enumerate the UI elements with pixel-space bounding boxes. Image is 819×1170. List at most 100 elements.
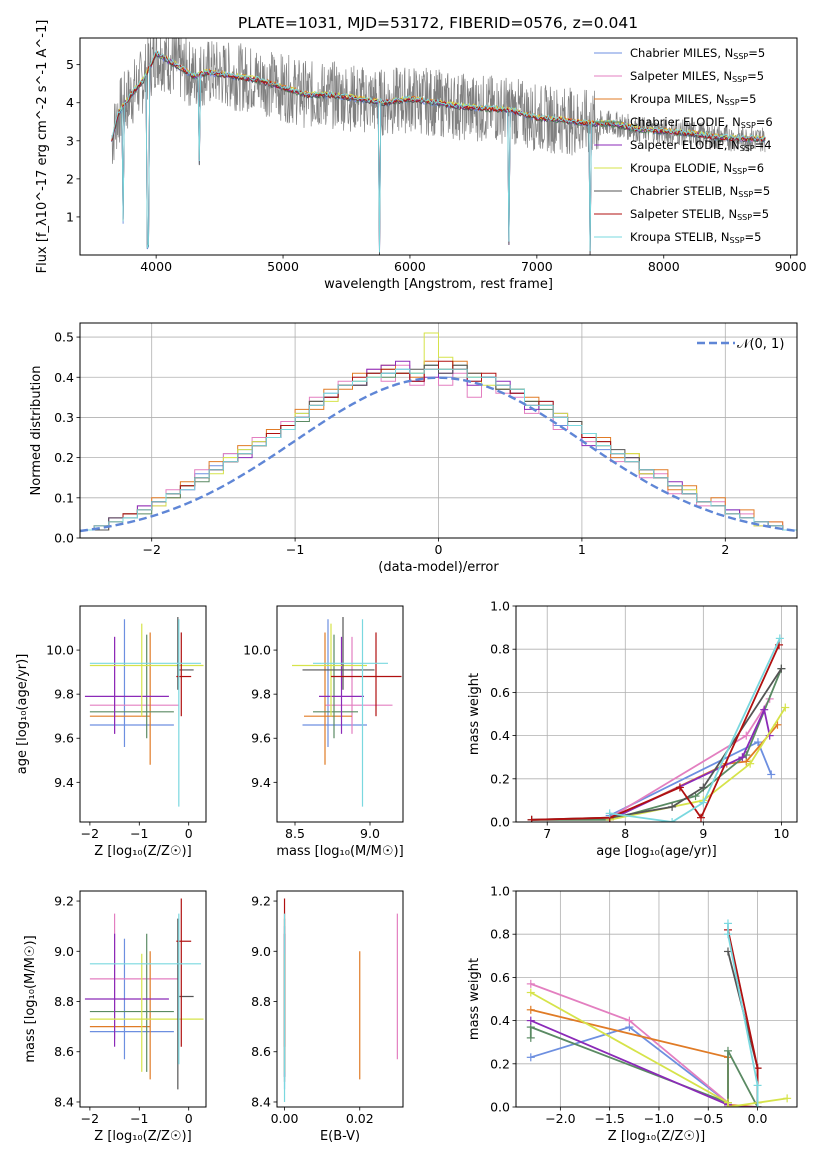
plot-area <box>516 891 797 1107</box>
y-axis-label: mass weight <box>467 958 482 1040</box>
y-tick-label: 0.0 <box>490 815 510 830</box>
axes-frame <box>79 37 798 256</box>
x-tick-label: −1 <box>130 1111 148 1126</box>
plus-marker <box>723 1046 732 1055</box>
legend-label: Kroupa STELIB, NSSP=5 <box>630 230 761 245</box>
x-tick-label: −1 <box>130 826 148 841</box>
y-tick-label: 10.0 <box>46 643 74 658</box>
y-tick-label: 9.0 <box>251 944 271 959</box>
y-tick-label: 0.1 <box>54 490 74 505</box>
plus-marker <box>723 1103 732 1107</box>
error-cross <box>89 619 202 807</box>
error-cross <box>89 623 204 717</box>
plus-marker <box>753 1081 762 1090</box>
error-cross <box>89 632 151 765</box>
legend-label: Chabrier STELIB, NSSP=5 <box>630 184 770 199</box>
y-tick-label: 8.8 <box>251 994 271 1009</box>
axes-frame <box>79 322 798 539</box>
x-tick-label: 0.00 <box>271 1111 299 1126</box>
legend-label: Chabrier ELODIE, NSSP=6 <box>630 115 773 130</box>
y-tick-label: 0.4 <box>54 370 74 385</box>
y-tick-label: 0.6 <box>490 970 510 985</box>
error-cross <box>331 632 402 717</box>
x-tick-label: 5000 <box>267 259 299 274</box>
y-axis-label: mass weight <box>467 673 482 755</box>
model-spectrum <box>111 49 766 253</box>
x-axis-label: mass [log₁₀(M/M☉)] <box>276 844 403 859</box>
panel-residuals: −2 −1 0 1 2 0.0 0.1 0.2 0.3 0.4 0.5 (data-model)/er… <box>29 322 798 575</box>
x-tick-label: −1.5 <box>594 1111 624 1126</box>
y-tick-label: 8.6 <box>251 1044 271 1059</box>
plus-marker <box>738 753 747 762</box>
plus-marker <box>699 783 708 792</box>
axes-frame <box>515 605 798 823</box>
error-cross <box>302 617 375 690</box>
y-tick-label: 9.0 <box>54 944 74 959</box>
chart-title: PLATE=1031, MJD=53172, FIBERID=0576, z=0… <box>238 14 638 32</box>
x-tick-label: 0 <box>435 542 443 557</box>
panel-weight-vs-age: 7 8 9 10 0.0 0.2 0.4 0.6 0.8 1.0 age [log₁₀(age/yr… <box>467 599 798 859</box>
y-tick-label: 8.4 <box>251 1094 271 1109</box>
y-tick-label: 0.6 <box>490 685 510 700</box>
y-axis-label: Normed distribution <box>29 366 44 496</box>
x-tick-label: 8000 <box>648 259 680 274</box>
x-axis-label: wavelength [Angstrom, rest frame] <box>324 277 553 292</box>
plus-marker <box>668 818 677 822</box>
plus-marker <box>723 930 732 939</box>
error-cross <box>177 617 194 690</box>
plus-marker <box>760 705 769 714</box>
error-cross <box>313 634 358 739</box>
x-axis-label: Z [log₁₀(Z/Z☉)] <box>94 844 191 859</box>
plus-marker <box>753 1103 762 1107</box>
error-cross <box>84 636 169 734</box>
error-cross <box>89 951 151 1080</box>
y-tick-label: 8.4 <box>54 1094 74 1109</box>
gaussian-curve <box>80 376 797 533</box>
y-tick-label: 0.5 <box>54 330 74 345</box>
x-tick-label: 2 <box>721 542 729 557</box>
plus-marker <box>781 703 790 712</box>
y-tick-label: 0.3 <box>54 410 74 425</box>
legend-label: Kroupa ELODIE, NSSP=6 <box>630 161 764 176</box>
panel-age-vs-mass: 8.5 9.0 9.4 9.6 9.8 10.0 mass [log₁₀(M/M☉)] <box>243 605 404 859</box>
x-tick-label: −1 <box>286 542 304 557</box>
y-tick-label: 0.2 <box>490 771 510 786</box>
panel-spectrum: 4000 5000 6000 7000 8000 9000 1 2 3 4 5 wavelength … <box>35 14 807 292</box>
weight-line <box>727 923 759 1107</box>
weight-line <box>530 1008 758 1107</box>
y-axis-label: Flux [f_λ10^-17 erg cm^-2 s^-1 A^-1] <box>35 20 50 274</box>
x-axis-label: (data-model)/error <box>378 560 499 575</box>
plus-marker <box>605 809 614 818</box>
plus-marker <box>691 792 700 801</box>
x-tick-label: 7000 <box>521 259 553 274</box>
plus-marker <box>746 759 755 768</box>
plus-marker <box>526 988 535 997</box>
plus-marker <box>526 979 535 988</box>
plus-marker <box>526 1005 535 1014</box>
x-axis-label: age [log₁₀(age/yr)] <box>596 844 717 859</box>
legend-label: Salpeter STELIB, NSSP=5 <box>630 207 769 222</box>
x-tick-label: 9 <box>699 826 707 841</box>
y-tick-label: 9.6 <box>251 731 271 746</box>
plot-area <box>283 898 398 1102</box>
x-tick-label: 0 <box>185 1111 193 1126</box>
axes-frame <box>79 890 207 1108</box>
axes-frame <box>79 605 207 823</box>
x-tick-label: −2 <box>142 542 160 557</box>
plus-marker <box>699 798 708 807</box>
y-tick-label: 1.0 <box>490 884 510 899</box>
plus-marker <box>526 1053 535 1062</box>
plus-marker <box>742 731 751 740</box>
y-tick-label: 0.0 <box>490 1100 510 1115</box>
x-axis-label: E(B-V) <box>320 1129 360 1144</box>
error-cross <box>302 619 367 748</box>
x-tick-label: −1.0 <box>644 1111 674 1126</box>
plus-marker <box>775 634 784 643</box>
plot-area <box>516 606 797 822</box>
plot-area <box>80 323 797 538</box>
error-cross <box>89 619 174 748</box>
y-tick-label: 9.6 <box>54 731 74 746</box>
y-tick-label: 0.8 <box>490 642 510 657</box>
x-tick-label: 8.5 <box>285 826 305 841</box>
y-tick-label: 0.2 <box>54 450 74 465</box>
